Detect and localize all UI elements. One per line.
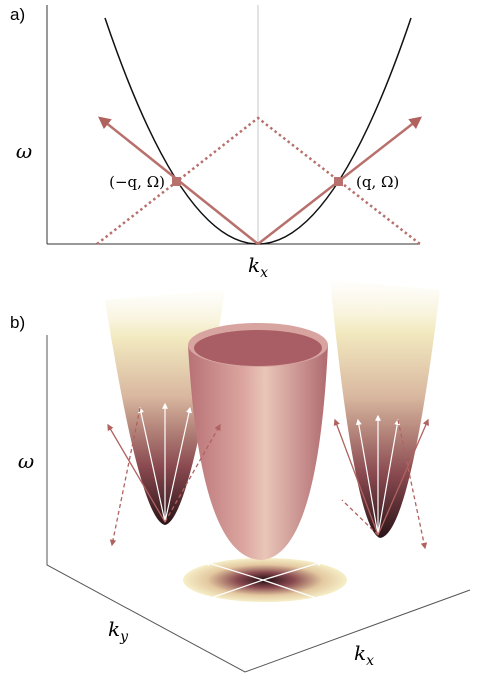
crossing-point <box>334 177 343 186</box>
right-paraboloid <box>330 280 440 538</box>
label-sub: x <box>366 653 374 669</box>
x-axis-label: kx <box>248 253 268 281</box>
label-sub: x <box>260 265 268 281</box>
cone <box>188 345 328 560</box>
z-axis-label: ω <box>18 449 34 473</box>
label-base: k <box>248 253 260 277</box>
label-base: k <box>108 617 120 641</box>
panel-label: b) <box>10 313 25 332</box>
cone-inner <box>194 330 322 366</box>
panel-label: a) <box>10 5 25 24</box>
figure: a) (−q, Ω) (q, Ω) ω kx b) ω ky kx <box>0 0 479 680</box>
y-axis-label: ω <box>16 139 32 163</box>
crossing-point <box>172 177 181 186</box>
point-label: (−q, Ω) <box>109 173 165 191</box>
label-sub: y <box>119 629 129 645</box>
label-base: k <box>354 641 366 665</box>
point-label: (q, Ω) <box>356 173 399 191</box>
y-axis-label: ky <box>108 617 129 645</box>
x-axis-label: kx <box>354 641 374 669</box>
